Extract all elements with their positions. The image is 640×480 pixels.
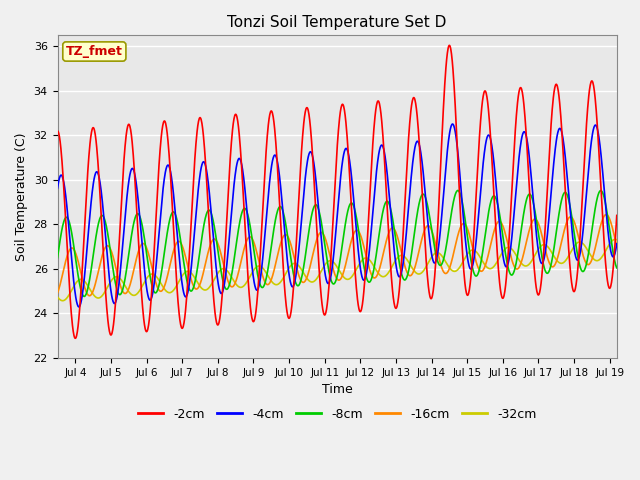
Title: Tonzi Soil Temperature Set D: Tonzi Soil Temperature Set D xyxy=(227,15,447,30)
X-axis label: Time: Time xyxy=(322,383,353,396)
Text: TZ_fmet: TZ_fmet xyxy=(66,45,123,58)
Legend: -2cm, -4cm, -8cm, -16cm, -32cm: -2cm, -4cm, -8cm, -16cm, -32cm xyxy=(133,403,541,426)
Y-axis label: Soil Temperature (C): Soil Temperature (C) xyxy=(15,132,28,261)
